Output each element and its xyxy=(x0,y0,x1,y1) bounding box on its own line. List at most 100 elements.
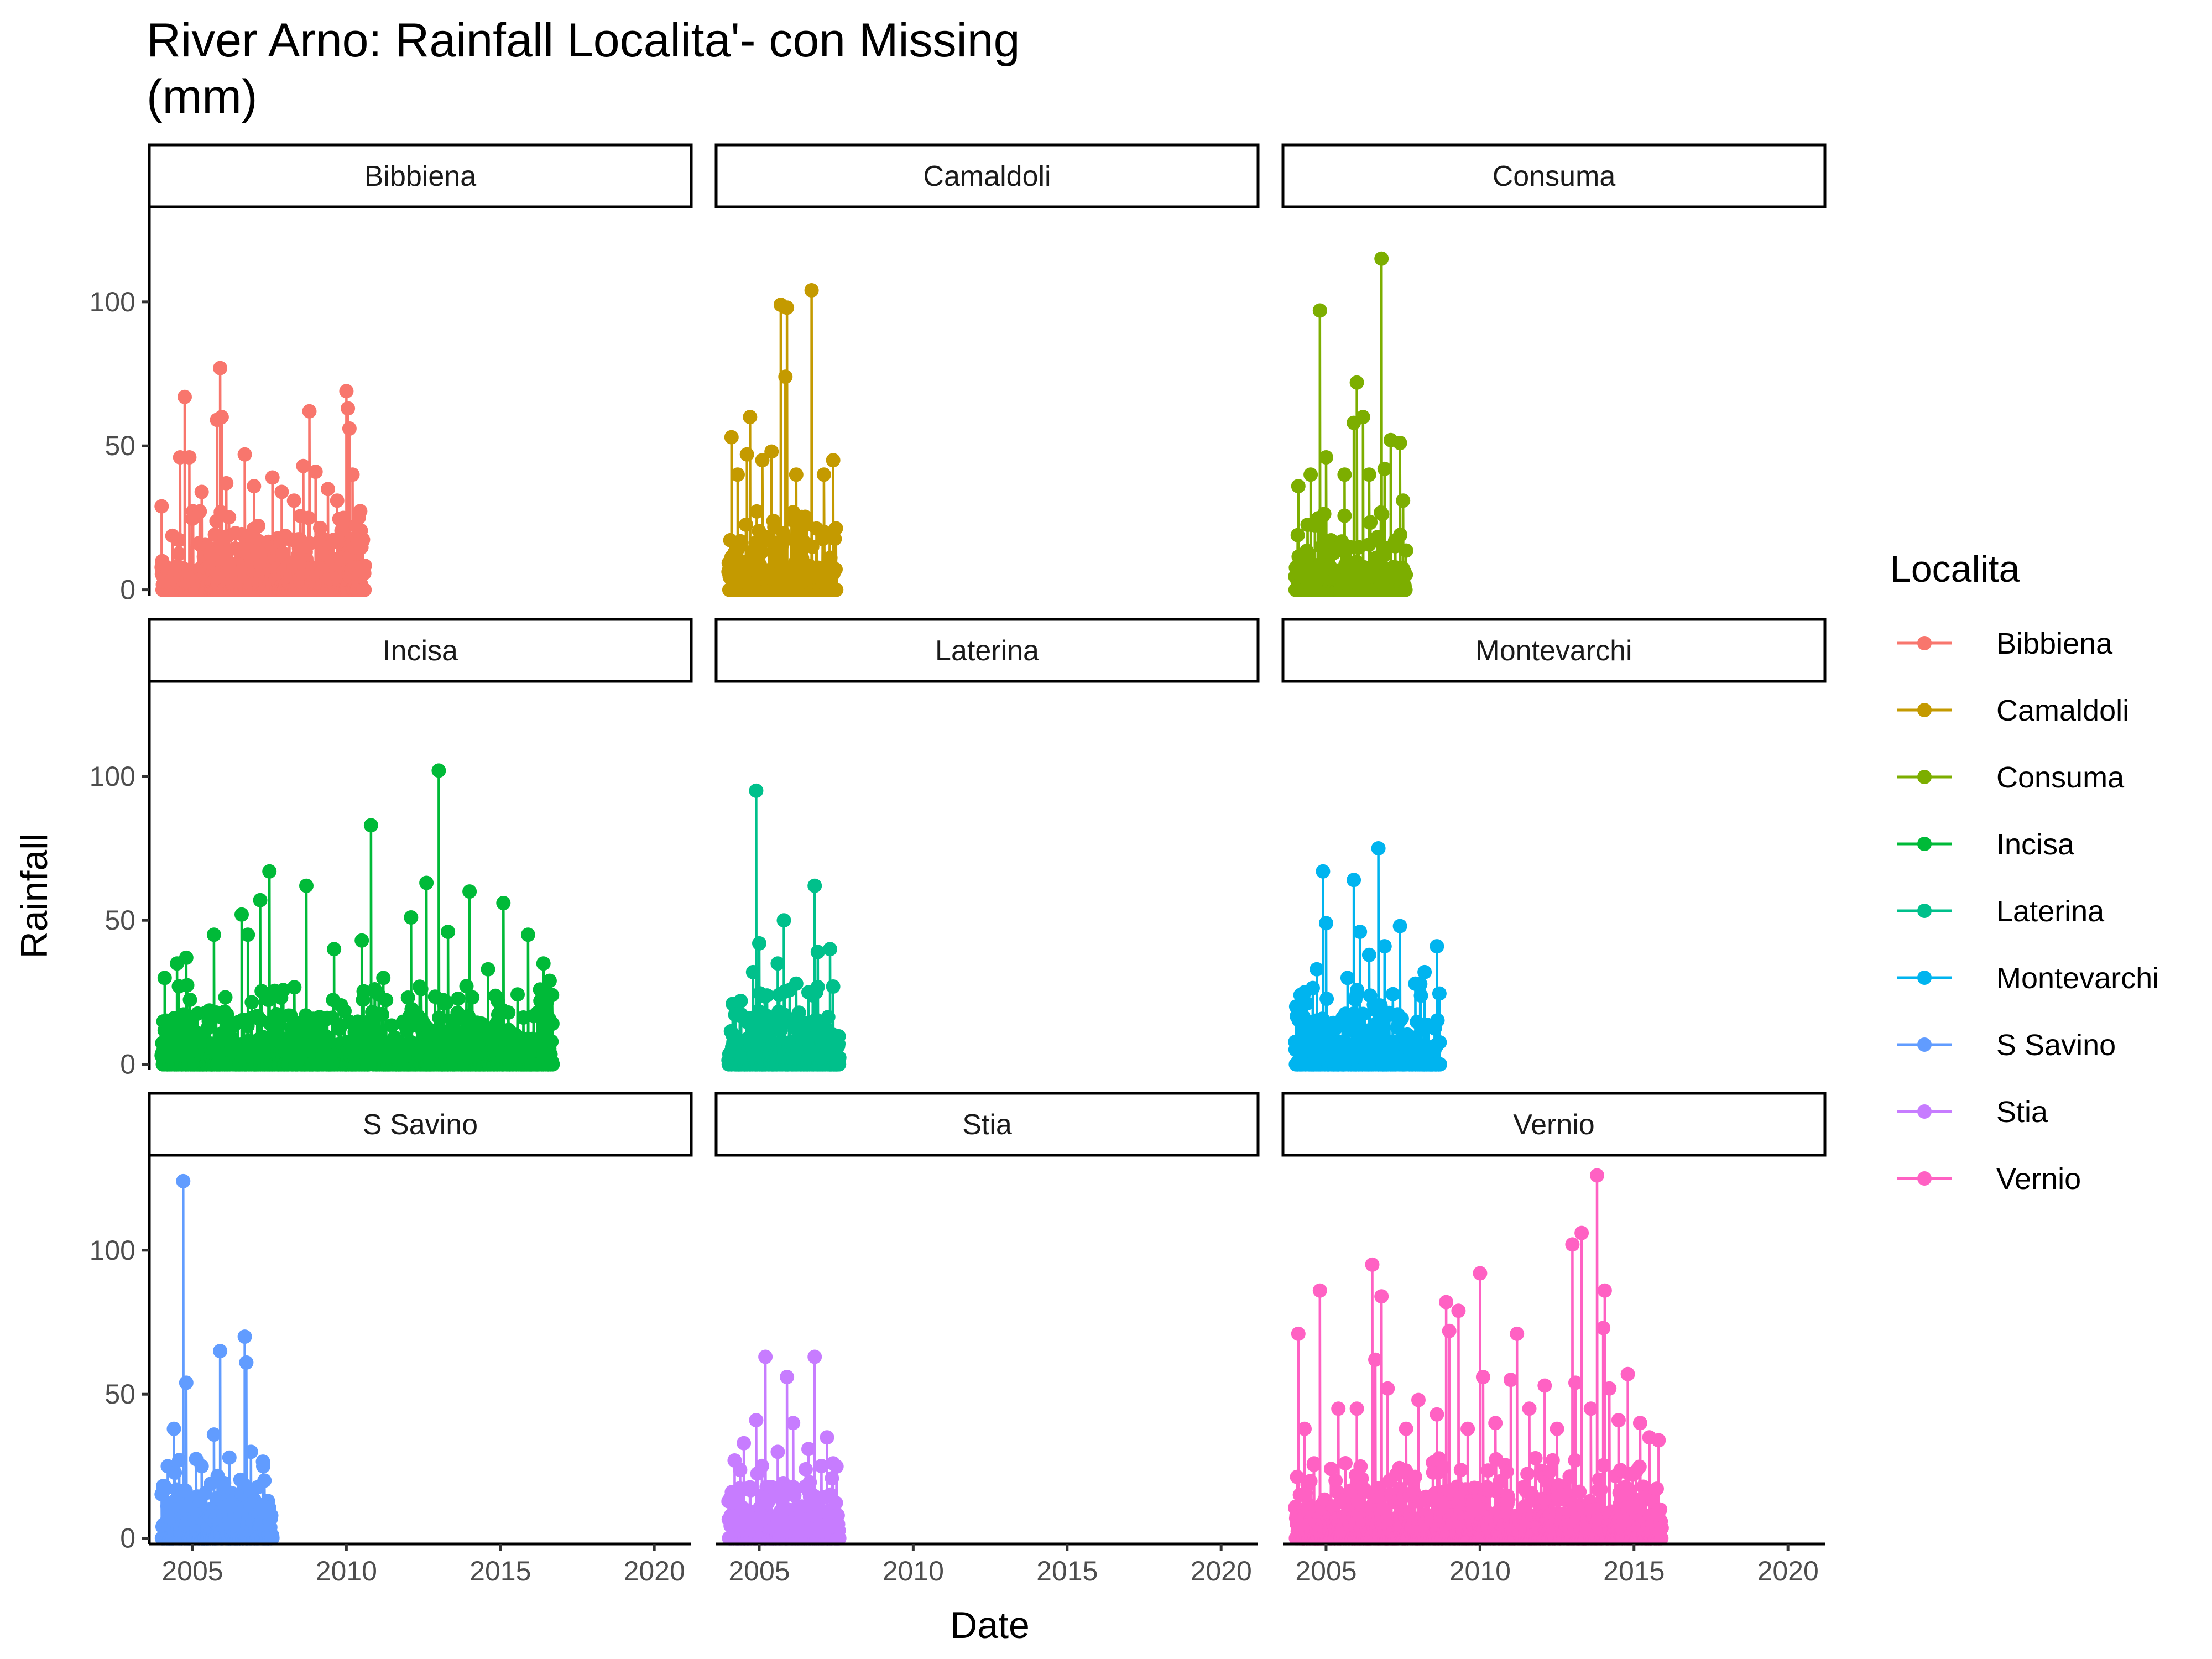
data-point xyxy=(308,465,323,479)
facet-panel-consuma: Consuma xyxy=(1281,143,1827,597)
data-point xyxy=(1439,1295,1454,1310)
data-point xyxy=(1375,507,1390,521)
data-point xyxy=(804,283,819,298)
data-point xyxy=(462,884,477,899)
data-point xyxy=(1319,916,1333,931)
data-point xyxy=(206,927,221,942)
data-point xyxy=(213,1344,228,1359)
data-point xyxy=(770,1444,785,1459)
data-point xyxy=(536,956,551,971)
data-point xyxy=(733,994,748,1008)
data-point xyxy=(168,1465,182,1480)
strip-box xyxy=(148,618,693,683)
data-point xyxy=(520,927,535,942)
data-point xyxy=(1430,1013,1445,1028)
data-point xyxy=(496,896,511,910)
data-point xyxy=(1349,1401,1364,1416)
data-point xyxy=(791,1005,806,1020)
data-point xyxy=(357,559,372,573)
data-point xyxy=(1406,1484,1421,1499)
data-point xyxy=(336,510,351,525)
data-point xyxy=(1316,864,1331,879)
data-point xyxy=(172,1453,186,1468)
strip-label: Montevarchi xyxy=(1475,635,1632,667)
data-point xyxy=(1315,1011,1330,1026)
data-point xyxy=(828,562,843,577)
chart-title: River Arno: Rainfall Localita'- con Miss… xyxy=(147,14,1020,123)
data-point xyxy=(192,504,207,519)
data-point xyxy=(234,907,249,922)
data-point xyxy=(825,1471,839,1486)
x-tick-label: 2010 xyxy=(316,1556,377,1587)
x-tick-label: 2005 xyxy=(161,1556,223,1587)
data-point xyxy=(731,467,745,482)
data-point xyxy=(1374,1289,1389,1304)
data-point xyxy=(287,980,302,995)
data-point xyxy=(733,1463,748,1478)
strip-box xyxy=(714,143,1260,208)
data-point xyxy=(1363,515,1378,530)
data-point xyxy=(296,458,311,473)
data-point xyxy=(1353,925,1368,939)
data-point xyxy=(802,1475,817,1490)
data-point xyxy=(182,992,197,1007)
data-point xyxy=(805,539,820,554)
data-point xyxy=(780,1370,795,1384)
data-point xyxy=(1291,1326,1306,1341)
data-point xyxy=(1374,251,1389,266)
data-point xyxy=(1388,539,1403,554)
data-point xyxy=(823,942,837,957)
data-point xyxy=(828,1495,843,1510)
data-point xyxy=(1291,479,1306,494)
data-point xyxy=(545,1016,560,1031)
data-point xyxy=(1303,1474,1318,1489)
data-point xyxy=(1430,939,1444,954)
data-point xyxy=(363,818,378,833)
data-point xyxy=(274,484,289,499)
data-point xyxy=(801,1442,816,1457)
data-point xyxy=(1411,1392,1426,1407)
data-point xyxy=(356,984,371,999)
data-point xyxy=(1355,1006,1370,1021)
data-point xyxy=(1361,947,1376,962)
data-point xyxy=(239,1355,254,1370)
data-point xyxy=(1407,1469,1422,1484)
data-point xyxy=(752,936,766,951)
data-point xyxy=(758,1349,773,1364)
data-point xyxy=(257,1473,272,1488)
data-point xyxy=(1312,303,1327,318)
y-tick-label: 50 xyxy=(105,905,135,936)
data-point xyxy=(1394,1011,1409,1026)
data-point xyxy=(816,467,831,482)
y-tick-label: 100 xyxy=(90,761,135,792)
data-point xyxy=(431,763,446,778)
data-point xyxy=(256,1459,270,1474)
data-point xyxy=(237,1329,252,1344)
data-point xyxy=(1290,1469,1305,1484)
data-point xyxy=(1399,1421,1413,1436)
strip-label: Laterina xyxy=(935,635,1039,667)
data-point xyxy=(179,1375,194,1390)
strip-box xyxy=(148,1092,693,1157)
data-point xyxy=(1328,1021,1343,1036)
data-point xyxy=(1361,467,1376,482)
data-point xyxy=(178,389,192,404)
data-point xyxy=(376,971,391,985)
data-point xyxy=(829,582,844,597)
data-point xyxy=(441,925,456,939)
data-point xyxy=(1380,1381,1395,1396)
data-point xyxy=(357,582,372,597)
data-point xyxy=(1413,977,1428,992)
x-tick-label: 2015 xyxy=(1036,1556,1098,1587)
data-point xyxy=(1398,582,1413,597)
data-point xyxy=(755,1458,769,1473)
x-tick-label: 2015 xyxy=(469,1556,531,1587)
data-point xyxy=(1399,543,1413,558)
data-point xyxy=(799,1462,813,1477)
data-point xyxy=(1355,410,1370,425)
data-point xyxy=(786,1416,801,1431)
data-point xyxy=(1365,1257,1380,1272)
data-point xyxy=(1376,1021,1391,1036)
